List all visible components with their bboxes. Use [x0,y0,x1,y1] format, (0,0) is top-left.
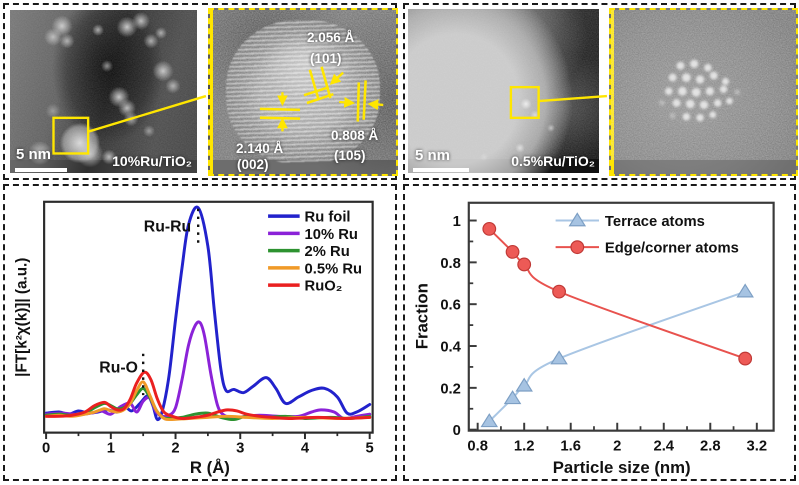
x-axis-label: R (Å) [190,458,230,477]
plot-frame [467,201,775,432]
d-spacing-101: 2.056 Å [307,30,355,45]
legend-label: RuO₂ [305,279,343,295]
plane-101: (101) [310,51,342,66]
annotation-ru-ru: Ru-Ru [144,218,191,235]
panel-edge [210,10,213,174]
svg-text:5: 5 [366,440,374,456]
sample-label-10ru: 10%Ru/TiO₂ [112,153,192,169]
svg-text:1: 1 [453,214,461,230]
svg-text:3.2: 3.2 [747,438,768,454]
circle-marker [517,257,532,272]
series-0.5% Ru [45,380,372,422]
svg-text:2.8: 2.8 [700,438,721,454]
svg-text:2: 2 [171,440,179,456]
panel-edge [611,10,614,174]
scale-bar [413,168,469,172]
fraction-plot-svg: 0.8 1.2 1.6 2 2.4 2.8 3.2 0 0.2 0.4 0.6 0.8 1 Particl… [412,201,775,477]
svg-text:0.4: 0.4 [440,339,461,355]
series-RuO₂ [45,370,372,420]
svg-text:1.6: 1.6 [560,438,581,454]
scale-bar-label: 5 nm [16,146,52,163]
svg-text:0: 0 [453,423,461,439]
svg-text:0.8: 0.8 [440,256,461,272]
haadf-image-05ru [609,8,798,176]
legend-label: Terrace atoms [605,214,705,230]
x-axis-label: Particle size (nm) [553,458,691,477]
panel-group-05ru: 5 nm 0.5%Ru/TiO₂ [403,3,798,180]
svg-text:1.2: 1.2 [514,438,535,454]
exafs-plot-svg: 0 1 2 3 4 5 R (Å) |FT[k²χ(k)]| (a.u.) Ru foil10%… [13,200,374,477]
hrtem-image-10ru: 2.056 Å (101) 0.808 Å (105) 2.140 Å (002… [208,8,398,176]
tem-image-05ru: 5 nm 0.5%Ru/TiO₂ [408,9,599,173]
chart-exafs: 0 1 2 3 4 5 R (Å) |FT[k²χ(k)]| (a.u.) Ru foil 10%… [3,184,397,481]
svg-text:3: 3 [236,440,244,456]
legend-label: Ru foil [305,210,351,226]
y-axis-label: |FT[k²χ(k)]| (a.u.) [13,258,30,377]
triangle-marker [736,283,754,298]
svg-text:0: 0 [42,440,50,456]
triangle-marker [550,350,568,365]
atom-dots [658,59,741,122]
svg-text:2: 2 [613,438,621,454]
triangle-marker [480,413,499,428]
circle-marker [570,240,585,255]
sample-label-05ru: 0.5%Ru/TiO₂ [511,153,595,169]
circle-marker [552,284,566,299]
triangle-marker [515,377,533,392]
scale-bar [15,168,67,172]
d-spacing-002: 2.140 Å [236,141,284,156]
plane-105: (105) [334,148,366,163]
triangle-marker [503,390,522,405]
legend-label: 2% Ru [305,244,350,260]
y-axis-label: Fraction [412,283,431,349]
plane-002: (002) [237,157,269,172]
series-Terrace atoms [488,290,747,423]
svg-text:4: 4 [301,440,310,456]
svg-text:2.4: 2.4 [653,438,674,454]
legend-label: 10% Ru [305,227,358,243]
annotation-ru-o: Ru-O [99,359,138,376]
svg-text:0.2: 0.2 [440,381,461,397]
scale-bar-label: 5 nm [415,147,451,164]
d-spacing-105: 0.808 Å [331,128,379,143]
circle-marker [505,244,520,259]
panel-group-10ru: 5 nm 10%Ru/TiO₂ 2.056 Å (101) 0.808 Å [3,3,398,180]
circle-marker [738,351,753,366]
chart-fraction: 0.8 1.2 1.6 2 2.4 2.8 3.2 0 0.2 0.4 0.6 0.8 1 Particl… [403,184,796,481]
svg-text:0.8: 0.8 [467,438,488,454]
tem-image-10ru: 5 nm 10%Ru/TiO₂ [10,10,197,173]
svg-text:0.6: 0.6 [440,298,461,314]
circle-marker [482,221,497,236]
legend-label: Edge/corner atoms [605,241,739,257]
triangle-marker [568,212,587,227]
legend-label: 0.5% Ru [305,261,363,277]
svg-text:1: 1 [107,440,115,456]
